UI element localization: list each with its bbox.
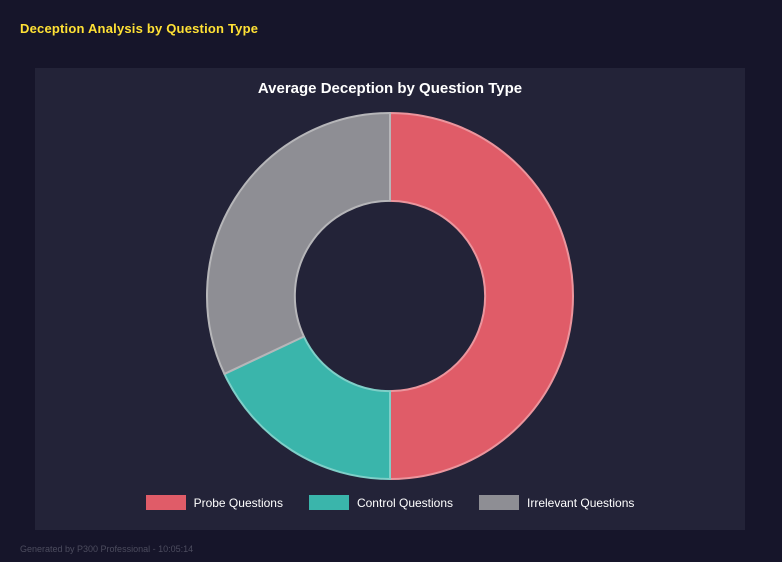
chart-panel: Average Deception by Question Type Probe… — [35, 68, 745, 530]
legend-item-2: Irrelevant Questions — [479, 495, 634, 510]
legend-item-0: Probe Questions — [145, 495, 283, 510]
donut-segment-2 — [206, 112, 391, 375]
legend-swatch-0 — [145, 495, 186, 510]
legend-label-2: Irrelevant Questions — [527, 495, 635, 510]
legend-item-1: Control Questions — [308, 495, 454, 510]
footer-status: Generated by P300 Professional - 10:05:1… — [20, 544, 194, 554]
chart-legend: Probe Questions Control Questions Irreleva… — [145, 495, 634, 510]
legend-label-1: Control Questions — [356, 495, 454, 510]
page-title: Deception Analysis by Question Type — [20, 21, 259, 36]
legend-swatch-2 — [479, 495, 520, 510]
donut-segment-0 — [389, 112, 574, 480]
donut-chart-svg — [206, 112, 574, 480]
legend-label-0: Probe Questions — [193, 495, 283, 510]
donut-segment-1 — [223, 335, 391, 480]
legend-swatch-1 — [308, 495, 349, 510]
chart-title: Average Deception by Question Type — [257, 80, 523, 97]
chart-area — [35, 97, 745, 495]
